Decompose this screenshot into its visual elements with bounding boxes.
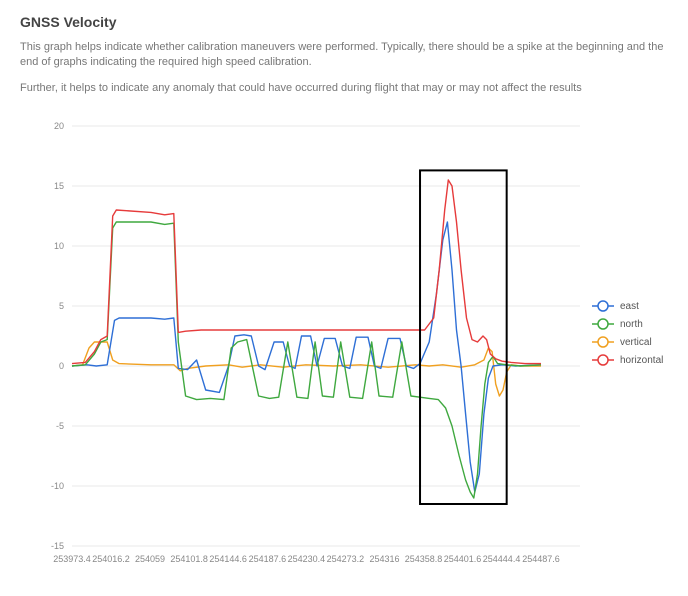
svg-text:0: 0 <box>59 361 64 371</box>
series-vertical <box>72 342 541 396</box>
svg-text:254230.4: 254230.4 <box>288 554 326 564</box>
legend-label-horizontal: horizontal <box>620 355 663 366</box>
section-title: GNSS Velocity <box>20 14 668 30</box>
legend-marker-east <box>598 301 608 311</box>
svg-text:253973.4: 253973.4 <box>53 554 91 564</box>
legend-label-north: north <box>620 319 643 330</box>
svg-text:254316: 254316 <box>369 554 399 564</box>
svg-text:-5: -5 <box>56 421 64 431</box>
svg-text:254487.6: 254487.6 <box>522 554 560 564</box>
svg-text:254358.8: 254358.8 <box>405 554 443 564</box>
svg-text:254273.2: 254273.2 <box>327 554 365 564</box>
legend-label-east: east <box>620 301 639 312</box>
svg-text:254059: 254059 <box>135 554 165 564</box>
series-north <box>72 222 541 498</box>
description-2: Further, it helps to indicate any anomal… <box>20 81 668 96</box>
svg-text:5: 5 <box>59 301 64 311</box>
svg-text:15: 15 <box>54 181 64 191</box>
legend-marker-vertical <box>598 337 608 347</box>
legend-label-vertical: vertical <box>620 337 652 348</box>
gnss-velocity-chart: -15 -10 -5 0 5 10 15 20 253973.4254016.2 254059 25… <box>20 106 668 586</box>
chart-svg: -15 -10 -5 0 5 10 15 20 253973.4254016.2 254059 25… <box>20 106 668 586</box>
svg-text:254187.6: 254187.6 <box>249 554 287 564</box>
svg-text:254444.4: 254444.4 <box>483 554 521 564</box>
svg-text:-15: -15 <box>51 541 64 551</box>
legend-marker-north <box>598 319 608 329</box>
gnss-velocity-section: GNSS Velocity This graph helps indicate … <box>0 0 688 596</box>
svg-text:254144.6: 254144.6 <box>209 554 247 564</box>
description-1: This graph helps indicate whether calibr… <box>20 40 668 71</box>
svg-text:254101.8: 254101.8 <box>170 554 208 564</box>
series-east <box>72 222 541 492</box>
svg-text:20: 20 <box>54 121 64 131</box>
highlight-box <box>420 171 507 505</box>
svg-text:-10: -10 <box>51 481 64 491</box>
legend-marker-horizontal <box>598 355 608 365</box>
svg-text:10: 10 <box>54 241 64 251</box>
svg-text:254016.2: 254016.2 <box>92 554 130 564</box>
svg-text:254401.6: 254401.6 <box>444 554 482 564</box>
